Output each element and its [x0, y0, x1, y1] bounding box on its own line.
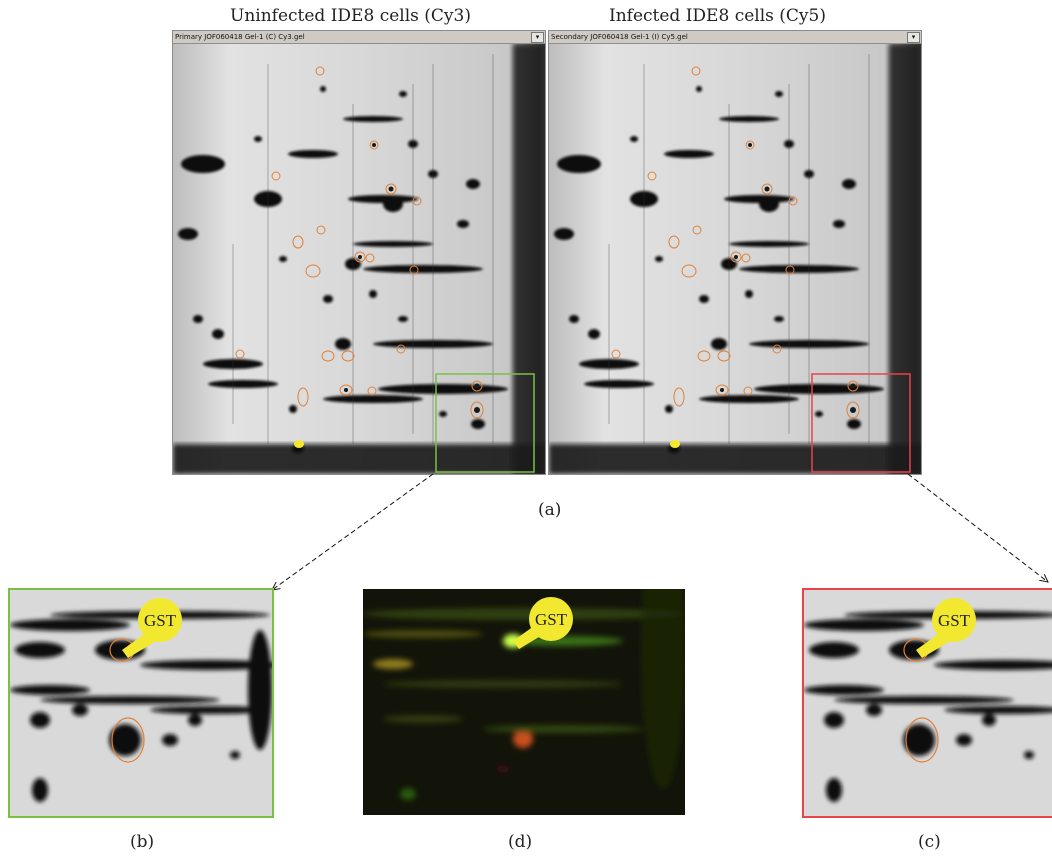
zoom-arrows — [0, 473, 1052, 600]
infected-title: Infected IDE8 cells (Cy5) — [609, 6, 826, 26]
primary-window-titlebar: Primary JOF060418 Gel-1 (C) Cy3.gel ▾ — [173, 31, 545, 44]
chevron-down-icon: ▾ — [911, 33, 916, 41]
panel-c-zoom: GST — [802, 588, 1052, 818]
gst-label-c: GST — [938, 611, 971, 630]
uninfected-title: Uninfected IDE8 cells (Cy3) — [230, 6, 471, 26]
gst-label-d: GST — [535, 610, 568, 629]
panel-d-overlay: GST — [363, 589, 685, 815]
primary-gel-window: Primary JOF060418 Gel-1 (C) Cy3.gel ▾ — [172, 30, 546, 475]
secondary-gel-window: Secondary JOF060418 Gel-1 (I) Cy5.gel ▾ — [548, 30, 922, 475]
infected-region-box — [811, 373, 911, 473]
panel-c-image: GST — [804, 590, 1052, 816]
secondary-dropdown-button[interactable]: ▾ — [907, 32, 920, 43]
secondary-window-titlebar: Secondary JOF060418 Gel-1 (I) Cy5.gel ▾ — [549, 31, 921, 44]
panel-label-b: (b) — [130, 832, 155, 852]
panel-b-zoom: GST — [8, 588, 274, 818]
panel-label-a: (a) — [538, 500, 562, 520]
arrow-to-b — [272, 473, 434, 590]
gst-label-b: GST — [144, 611, 177, 630]
panel-b-image: GST — [10, 590, 272, 816]
primary-dropdown-button[interactable]: ▾ — [531, 32, 544, 43]
panel-d-image: GST — [363, 589, 685, 815]
panel-label-d: (d) — [508, 832, 533, 852]
primary-window-title: Primary JOF060418 Gel-1 (C) Cy3.gel — [175, 33, 305, 41]
chevron-down-icon: ▾ — [535, 33, 540, 41]
primary-gel-image — [173, 44, 545, 474]
arrow-to-c — [907, 473, 1048, 582]
secondary-window-title: Secondary JOF060418 Gel-1 (I) Cy5.gel — [551, 33, 688, 41]
secondary-gel-image — [549, 44, 921, 474]
panel-label-c: (c) — [918, 832, 941, 852]
uninfected-region-box — [435, 373, 535, 473]
